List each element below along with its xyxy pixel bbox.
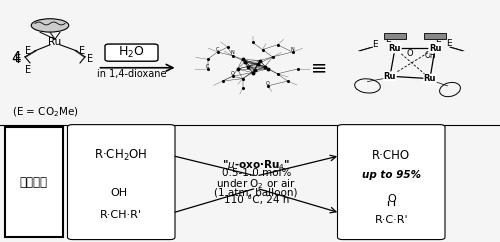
Text: 4: 4 (11, 51, 20, 66)
Text: R·CHO: R·CHO (372, 149, 410, 162)
FancyBboxPatch shape (5, 127, 62, 237)
Text: H$_2$O: H$_2$O (118, 45, 145, 60)
Text: Ru: Ru (384, 72, 396, 81)
Text: ≡: ≡ (311, 58, 327, 77)
Text: OH: OH (424, 51, 436, 60)
Text: Ru: Ru (388, 44, 401, 53)
Text: C: C (206, 64, 209, 68)
Text: E: E (78, 46, 84, 56)
Text: O: O (230, 71, 234, 76)
Text: under O$_2$ or air: under O$_2$ or air (216, 178, 296, 191)
Text: E: E (26, 46, 32, 56)
FancyBboxPatch shape (338, 125, 445, 240)
FancyBboxPatch shape (105, 44, 158, 61)
Text: E: E (16, 54, 22, 64)
Text: Ru: Ru (424, 74, 436, 83)
Ellipse shape (31, 19, 69, 32)
Text: E: E (372, 40, 378, 49)
Text: 0.5-1.0 mol%: 0.5-1.0 mol% (222, 168, 291, 178)
Text: O: O (406, 49, 414, 58)
Text: E: E (384, 35, 390, 44)
Text: O: O (387, 194, 396, 204)
Text: R·CH$_2$OH: R·CH$_2$OH (94, 148, 148, 163)
Text: E: E (446, 39, 452, 48)
Text: OH: OH (110, 188, 128, 198)
Polygon shape (424, 33, 446, 39)
Text: R·C·R': R·C·R' (374, 215, 408, 225)
Polygon shape (384, 33, 406, 39)
Text: 触媒機能: 触媒機能 (20, 176, 48, 189)
FancyBboxPatch shape (68, 125, 175, 240)
Text: O: O (266, 81, 270, 85)
Text: in 1,4-dioxane: in 1,4-dioxane (97, 69, 166, 79)
Text: R·CH·R': R·CH·R' (100, 210, 142, 220)
Text: C: C (216, 47, 219, 52)
Text: Ru: Ru (48, 37, 62, 47)
Text: E: E (26, 65, 32, 75)
Text: N: N (290, 47, 294, 52)
Text: N: N (230, 50, 234, 55)
Text: up to 95%: up to 95% (362, 171, 421, 181)
Text: E: E (88, 54, 94, 64)
Text: (E = CO$_2$Me): (E = CO$_2$Me) (12, 106, 78, 119)
Text: 110 °C, 24 h: 110 °C, 24 h (224, 195, 289, 205)
Text: (1 atm, balloon): (1 atm, balloon) (214, 187, 298, 197)
Text: Ru: Ru (429, 44, 442, 53)
Text: "$\mu$-oxo·Ru$_4$": "$\mu$-oxo·Ru$_4$" (222, 158, 290, 172)
Text: E: E (434, 35, 440, 44)
